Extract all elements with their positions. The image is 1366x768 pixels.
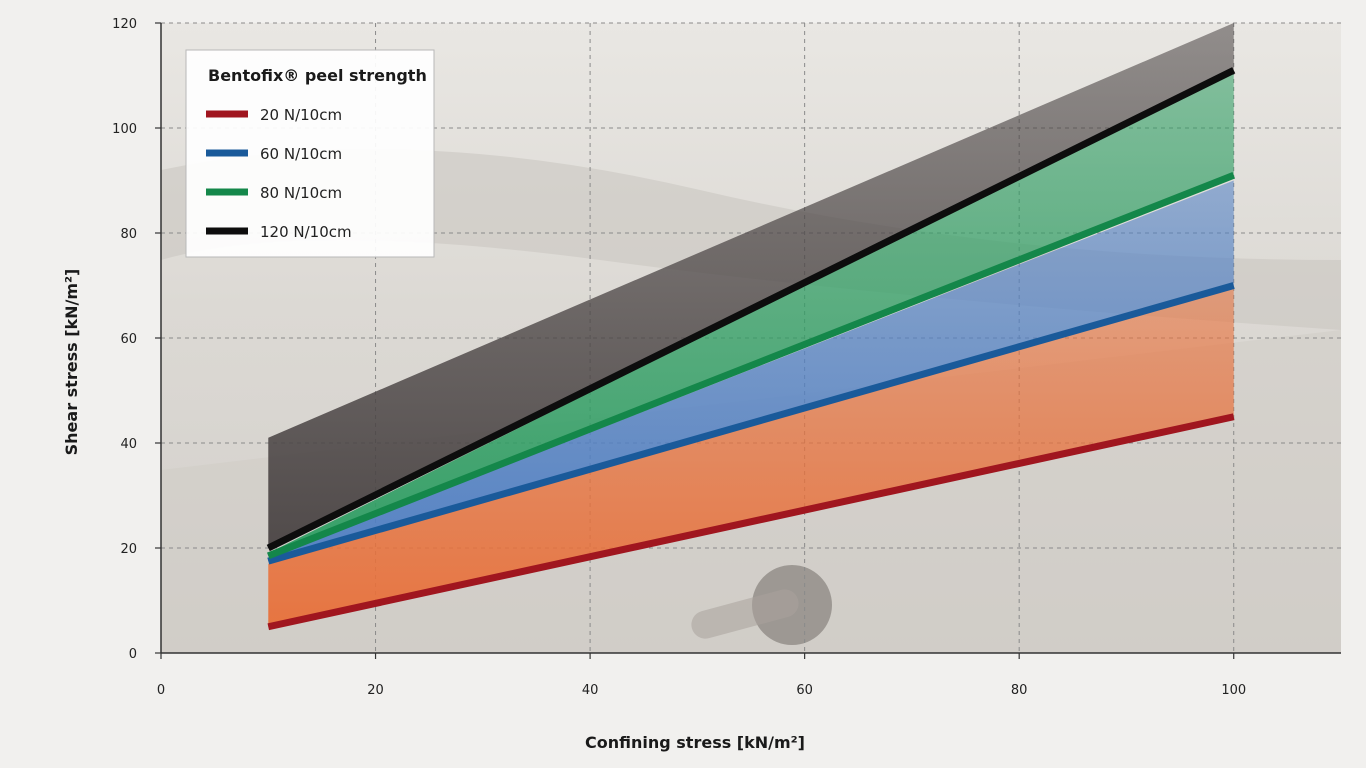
series-line-60-n-10cm <box>267 282 1235 565</box>
y-tick-label: 120 <box>112 17 137 32</box>
band-120-n-10cm <box>268 23 1234 548</box>
legend-label: 20 N/10cm <box>260 106 342 124</box>
legend-title: Bentofix® peel strength <box>208 66 427 85</box>
x-tick-label: 60 <box>796 683 813 698</box>
x-tick-label: 80 <box>1011 683 1028 698</box>
x-tick-label: 100 <box>1221 683 1246 698</box>
y-tick-label: 40 <box>120 437 137 452</box>
y-tick-label: 60 <box>120 332 137 347</box>
legend-label: 120 N/10cm <box>260 223 352 241</box>
series-lines <box>266 67 1236 631</box>
band-20-n-10cm <box>268 285 1234 627</box>
y-tick-label: 100 <box>112 122 137 137</box>
series-line-80-n-10cm <box>266 171 1236 560</box>
x-tick-label: 0 <box>157 683 165 698</box>
band-60-n-10cm <box>268 180 1234 562</box>
y-tick-label: 0 <box>129 647 137 662</box>
legend-label: 60 N/10cm <box>260 145 342 163</box>
y-tick-label: 80 <box>120 227 137 242</box>
x-tick-label: 20 <box>367 683 384 698</box>
x-tick-label: 40 <box>582 683 599 698</box>
legend: Bentofix® peel strength 20 N/10cm 60 N/10… <box>185 49 435 258</box>
series-line-20-n-10cm <box>267 413 1235 631</box>
y-axis-label: Shear stress [kN/m²] <box>62 269 81 456</box>
series-line-120-n-10cm <box>266 67 1236 552</box>
y-tick-label: 20 <box>120 542 137 557</box>
x-axis-label: Confining stress [kN/m²] <box>585 733 805 752</box>
tick-labels: 0 20 40 60 80 100 120 0 20 40 60 80 100 <box>112 17 1246 698</box>
legend-label: 80 N/10cm <box>260 184 342 202</box>
